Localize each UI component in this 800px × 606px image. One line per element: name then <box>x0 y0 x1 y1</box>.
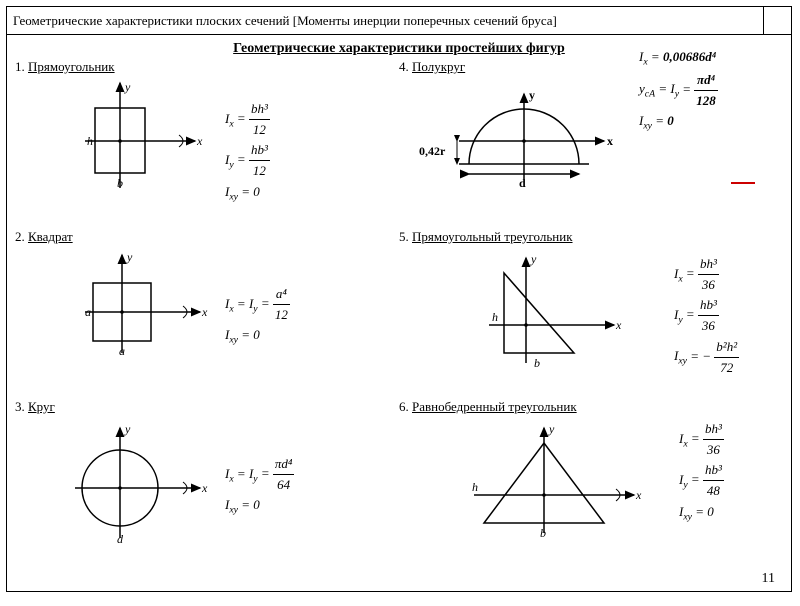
dim-h: h <box>87 134 93 148</box>
fig-iso-triangle: 6. Равнобедренный треугольник y x h b Ix… <box>399 399 783 569</box>
circle-diagram: y x d <box>45 413 245 563</box>
fig-num: 6. <box>399 399 409 414</box>
page-number: 11 <box>762 571 775 587</box>
svg-text:y: y <box>530 252 537 266</box>
fig-semicircle: 4. Полукруг 0,42r y x d Ix = 0,00686d⁴ y… <box>399 59 783 229</box>
rect-formulas: Ix = bh³12 Iy = hb³12 Ixy = 0 <box>225 99 270 204</box>
fig-num: 3. <box>15 399 25 414</box>
rtri-diagram: y x h b <box>454 243 664 393</box>
fig-num: 5. <box>399 229 409 244</box>
svg-text:b: b <box>534 356 540 370</box>
red-mark <box>731 182 755 184</box>
svg-text:h: h <box>472 480 478 494</box>
rectangle-diagram: y x h b <box>45 73 245 223</box>
dim-r042: 0,42r <box>419 144 446 158</box>
fig-name: Прямоугольник <box>28 59 115 74</box>
fig-num: 2. <box>15 229 25 244</box>
svg-text:x: x <box>615 318 622 332</box>
circle-formulas: Ix = Iy = πd⁴64 Ixy = 0 <box>225 454 294 518</box>
page-frame: Геометрические характеристики плоских се… <box>6 6 792 592</box>
figure-grid: 1. Прямоугольник y x h b Ix = bh³12 Iy =… <box>7 59 791 569</box>
svg-text:y: y <box>124 422 131 436</box>
fig-num: 4. <box>399 59 409 74</box>
svg-text:x: x <box>201 305 208 319</box>
svg-text:h: h <box>492 310 498 324</box>
square-formulas: Ix = Iy = a⁴12 Ixy = 0 <box>225 284 290 348</box>
fig-name: Прямоугольный треугольник <box>412 229 573 244</box>
fig-right-triangle: 5. Прямоугольный треугольник y x h b Ix … <box>399 229 783 399</box>
fig-num: 1. <box>15 59 25 74</box>
svg-text:x: x <box>201 481 208 495</box>
axis-x: x <box>196 134 203 148</box>
axis-x: x <box>607 134 613 148</box>
semicircle-diagram: 0,42r y x d <box>419 79 639 209</box>
header-title: Геометрические характеристики плоских се… <box>13 13 557 29</box>
fig-name: Полукруг <box>412 59 465 74</box>
rtri-formulas: Ix = bh³36 Iy = hb³36 Ixy = − b²h²72 <box>674 254 739 378</box>
fig-name: Равнобедренный треугольник <box>412 399 577 414</box>
fig-name: Квадрат <box>28 229 73 244</box>
dim-d: d <box>519 176 526 190</box>
svg-text:x: x <box>635 488 642 502</box>
itri-formulas: Ix = bh³36 Iy = hb³48 Ixy = 0 <box>679 419 724 524</box>
axis-y: y <box>124 80 131 94</box>
svg-text:d: d <box>117 532 124 546</box>
header-gutter <box>763 7 791 34</box>
dim-b: b <box>117 176 123 190</box>
itri-diagram: y x h b <box>444 413 664 563</box>
page-header: Геометрические характеристики плоских се… <box>7 7 791 35</box>
fig-circle: 3. Круг y x d Ix = Iy = πd⁴64 Ixy = 0 <box>15 399 399 569</box>
svg-text:y: y <box>126 250 133 264</box>
square-diagram: y x a a <box>45 243 245 393</box>
svg-text:y: y <box>548 422 555 436</box>
fig-square: 2. Квадрат y x a a Ix = Iy = a⁴12 Ixy = … <box>15 229 399 399</box>
axis-y: y <box>529 88 535 102</box>
fig-name: Круг <box>28 399 55 414</box>
svg-text:a: a <box>119 344 125 358</box>
semi-formulas: Ix = 0,00686d⁴ ycA = Iy = πd⁴128 Ixy = 0 <box>639 47 718 134</box>
svg-text:a: a <box>85 305 91 319</box>
svg-text:b: b <box>540 526 546 540</box>
fig-rectangle: 1. Прямоугольник y x h b Ix = bh³12 Iy =… <box>15 59 399 229</box>
